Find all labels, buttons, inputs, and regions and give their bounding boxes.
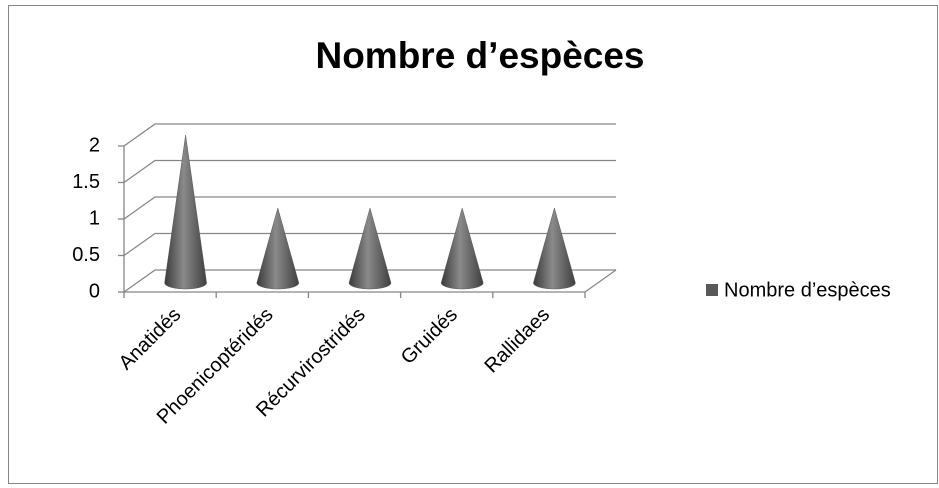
cone: [256, 207, 300, 290]
cone: [348, 207, 392, 290]
y-tick-label: 1: [89, 207, 100, 229]
cone: [533, 207, 576, 290]
grid-line: [123, 123, 616, 147]
chart-border: [8, 5, 938, 484]
y-tick-label: 2: [89, 134, 100, 156]
legend-swatch: [706, 284, 718, 296]
legend-label: Nombre d’espèces: [724, 279, 891, 301]
cone: [164, 134, 207, 290]
chart-title: Nombre d’espèces: [315, 35, 644, 76]
grid-line: [123, 159, 616, 184]
grid-line: [123, 196, 616, 220]
y-tick-label: 1.5: [72, 171, 100, 193]
y-tick-label: 0: [89, 280, 100, 302]
cone: [440, 207, 484, 290]
y-tick-label: 0.5: [72, 244, 100, 266]
